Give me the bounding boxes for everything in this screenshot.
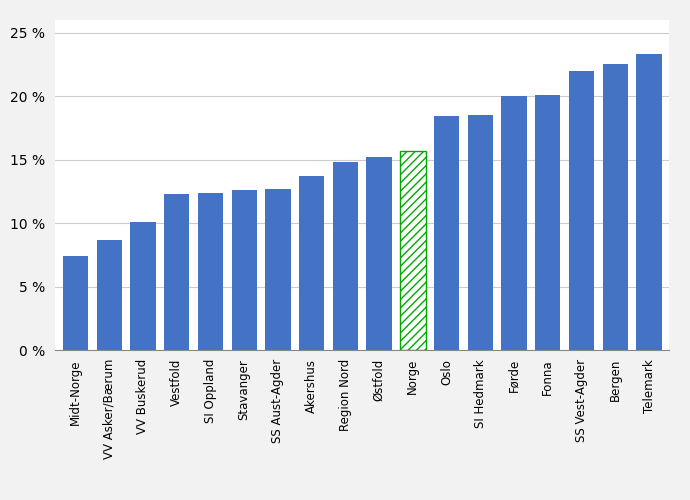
Bar (232, 190, 257, 350)
Bar (97, 240, 122, 350)
Bar (130, 222, 155, 350)
Bar (164, 194, 189, 350)
Bar (299, 176, 324, 350)
Bar (400, 150, 426, 350)
Bar (198, 192, 223, 350)
Bar (602, 64, 628, 350)
Bar (468, 115, 493, 350)
Bar (502, 96, 526, 350)
Bar (569, 71, 594, 350)
Bar (434, 116, 460, 350)
Bar (63, 256, 88, 350)
Bar (265, 189, 290, 350)
Bar (636, 54, 662, 350)
Bar (333, 162, 358, 350)
Bar (535, 95, 560, 350)
Bar (366, 157, 392, 350)
